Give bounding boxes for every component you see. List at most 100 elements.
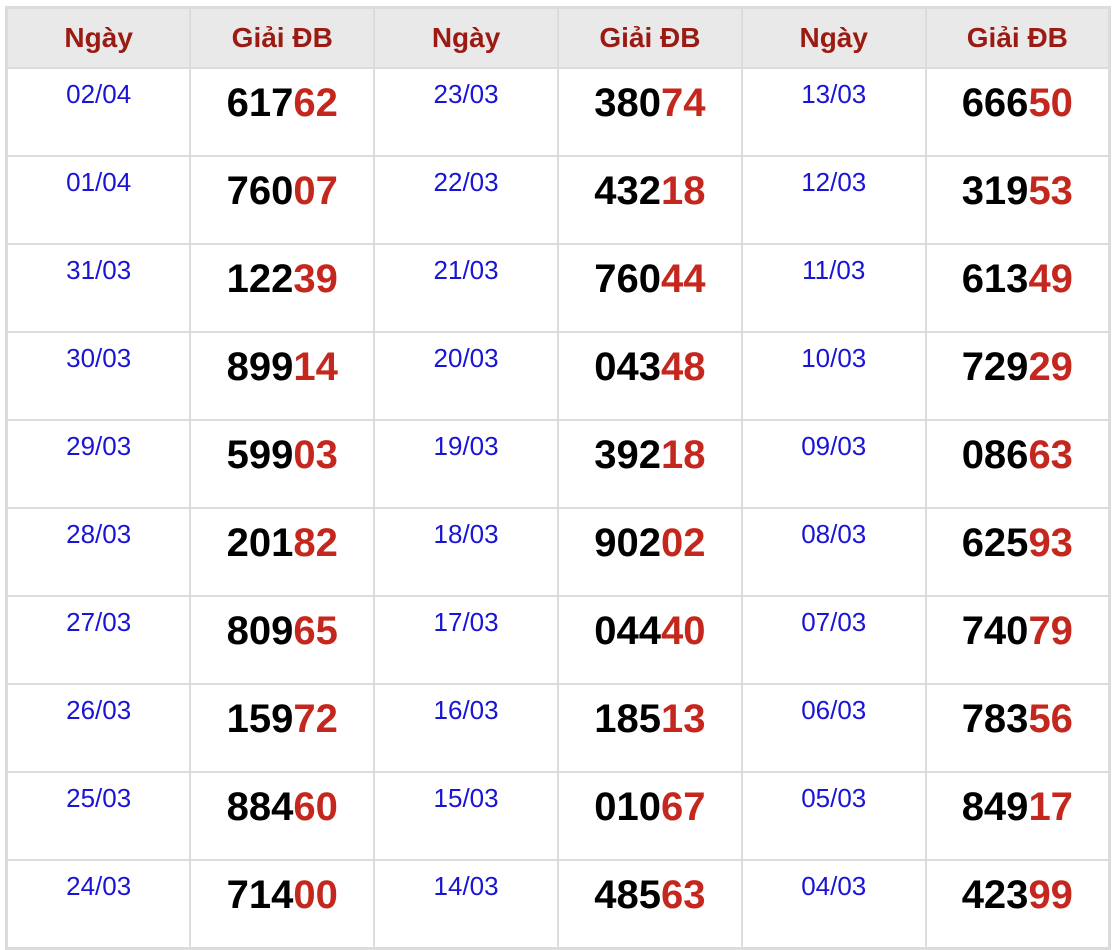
prize-head: 760 [594,257,662,301]
date-cell: 28/03 [5,507,192,597]
prize-head: 599 [226,433,294,477]
results-table: Ngày Giải ĐB Ngày Giải ĐB Ngày Giải ĐB 02/04 6… [5,6,1111,950]
header-date: Ngày [373,6,559,69]
prize-cell: 62593 [924,507,1111,597]
prize-cell: 61762 [189,67,376,157]
date-cell: 07/03 [740,595,927,685]
header-prize: Giải ĐB [189,6,376,69]
date-cell: 18/03 [373,507,559,597]
date-cell: 13/03 [740,67,927,157]
prize-tail: 48 [661,345,706,389]
prize-head: 613 [961,257,1029,301]
prize-cell: 59903 [189,419,376,509]
prize-cell: 76044 [556,243,743,333]
date-cell: 12/03 [740,155,927,245]
prize-head: 902 [594,521,662,565]
prize-tail: 72 [293,697,338,741]
prize-head: 086 [961,433,1029,477]
date-cell: 04/03 [740,859,927,950]
prize-head: 319 [961,169,1029,213]
prize-head: 849 [961,785,1029,829]
prize-head: 380 [594,81,662,125]
table-row: 01/04 76007 22/03 43218 12/03 31953 [5,155,1111,245]
prize-tail: 07 [293,169,338,213]
prize-tail: 39 [293,257,338,301]
date-cell: 17/03 [373,595,559,685]
prize-head: 010 [594,785,662,829]
table-row: 29/03 59903 19/03 39218 09/03 08663 [5,419,1111,509]
date-cell: 26/03 [5,683,192,773]
prize-cell: 66650 [924,67,1111,157]
prize-cell: 88460 [189,771,376,861]
prize-cell: 38074 [556,67,743,157]
date-cell: 14/03 [373,859,559,950]
prize-tail: 49 [1028,257,1073,301]
table-row: 30/03 89914 20/03 04348 10/03 72929 [5,331,1111,421]
prize-cell: 84917 [924,771,1111,861]
date-cell: 01/04 [5,155,192,245]
prize-tail: 03 [293,433,338,477]
prize-tail: 67 [661,785,706,829]
date-cell: 06/03 [740,683,927,773]
prize-tail: 63 [661,873,706,917]
date-cell: 25/03 [5,771,192,861]
date-cell: 11/03 [740,243,927,333]
header-prize: Giải ĐB [924,6,1111,69]
prize-head: 884 [226,785,294,829]
prize-head: 729 [961,345,1029,389]
prize-tail: 93 [1028,521,1073,565]
prize-tail: 62 [293,81,338,125]
prize-cell: 72929 [924,331,1111,421]
date-cell: 21/03 [373,243,559,333]
prize-cell: 42399 [924,859,1111,950]
prize-cell: 08663 [924,419,1111,509]
header-date: Ngày [740,6,927,69]
prize-head: 666 [961,81,1029,125]
table-row: 27/03 80965 17/03 04440 07/03 74079 [5,595,1111,685]
prize-cell: 76007 [189,155,376,245]
prize-tail: 14 [293,345,338,389]
prize-cell: 39218 [556,419,743,509]
prize-head: 044 [594,609,662,653]
date-cell: 23/03 [373,67,559,157]
prize-tail: 74 [661,81,706,125]
prize-head: 809 [226,609,294,653]
prize-tail: 56 [1028,697,1073,741]
prize-head: 714 [226,873,294,917]
prize-tail: 65 [293,609,338,653]
table-row: 25/03 88460 15/03 01067 05/03 84917 [5,771,1111,861]
prize-cell: 61349 [924,243,1111,333]
prize-cell: 15972 [189,683,376,773]
header-date: Ngày [5,6,192,69]
prize-cell: 74079 [924,595,1111,685]
date-cell: 29/03 [5,419,192,509]
prize-cell: 43218 [556,155,743,245]
table-row: 28/03 20182 18/03 90202 08/03 62593 [5,507,1111,597]
prize-head: 392 [594,433,662,477]
prize-head: 740 [961,609,1029,653]
header-row: Ngày Giải ĐB Ngày Giải ĐB Ngày Giải ĐB [5,6,1111,69]
date-cell: 20/03 [373,331,559,421]
prize-head: 760 [226,169,294,213]
prize-tail: 29 [1028,345,1073,389]
date-cell: 10/03 [740,331,927,421]
prize-head: 432 [594,169,662,213]
prize-cell: 20182 [189,507,376,597]
date-cell: 02/04 [5,67,192,157]
prize-head: 201 [226,521,294,565]
prize-head: 122 [226,257,294,301]
prize-tail: 53 [1028,169,1073,213]
prize-tail: 18 [661,433,706,477]
table-row: 02/04 61762 23/03 38074 13/03 66650 [5,67,1111,157]
prize-head: 899 [226,345,294,389]
date-cell: 15/03 [373,771,559,861]
header-prize: Giải ĐB [556,6,743,69]
date-cell: 24/03 [5,859,192,950]
prize-tail: 02 [661,521,706,565]
date-cell: 09/03 [740,419,927,509]
prize-cell: 04440 [556,595,743,685]
prize-tail: 17 [1028,785,1073,829]
prize-tail: 00 [293,873,338,917]
prize-cell: 71400 [189,859,376,950]
prize-head: 485 [594,873,662,917]
